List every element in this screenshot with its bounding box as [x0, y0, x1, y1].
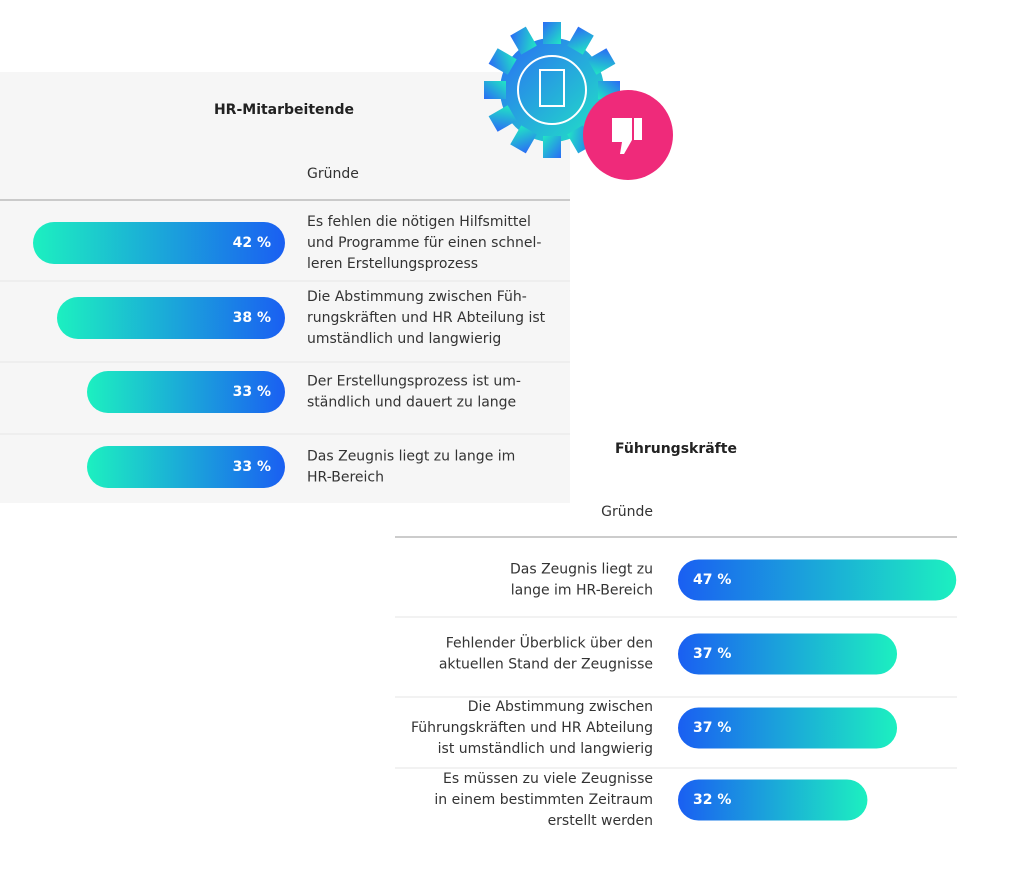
category-label: in einem bestimmten Zeitraum	[434, 792, 653, 808]
bar	[678, 559, 957, 601]
value-label: 38 %	[233, 310, 271, 326]
bar	[678, 633, 898, 675]
value-label: 47 %	[693, 572, 731, 588]
value-label: 32 %	[693, 792, 731, 808]
category-label: Die Abstimmung zwischen Füh-	[307, 289, 527, 305]
value-label: 33 %	[233, 384, 271, 400]
column-label: Gründe	[601, 504, 653, 520]
category-label: Das Zeugnis liegt zu lange im	[307, 449, 515, 465]
bar	[678, 707, 898, 749]
bar	[57, 297, 285, 339]
category-label: ist umständlich und langwierig	[438, 741, 653, 757]
bar	[33, 222, 285, 264]
column-label: Gründe	[307, 166, 359, 182]
category-label: Das Zeugnis liegt zu	[510, 562, 653, 578]
category-label: rungskräften und HR Abteilung ist	[307, 310, 546, 326]
category-label: lange im HR-Bereich	[511, 583, 653, 599]
bar	[87, 446, 285, 488]
category-label: aktuellen Stand der Zeugnisse	[439, 657, 653, 673]
value-label: 37 %	[693, 720, 731, 736]
category-label: Es fehlen die nötigen Hilfsmittel	[307, 214, 531, 230]
category-label: umständlich und langwierig	[307, 331, 501, 347]
value-label: 42 %	[233, 235, 271, 251]
category-label: Die Abstimmung zwischen	[468, 699, 653, 715]
category-label: HR-Bereich	[307, 470, 384, 486]
value-label: 37 %	[693, 646, 731, 662]
chart-title: HR-Mitarbeitende	[214, 102, 354, 118]
bar	[87, 371, 285, 413]
value-label: 33 %	[233, 459, 271, 475]
category-label: Es müssen zu viele Zeugnisse	[443, 771, 653, 787]
category-label: Fehlender Überblick über den	[446, 634, 653, 652]
category-label: leren Erstellungsprozess	[307, 256, 478, 272]
panel-background	[0, 72, 570, 503]
category-label: ständlich und dauert zu lange	[307, 395, 516, 411]
category-label: Der Erstellungsprozess ist um-	[307, 374, 521, 390]
category-label: Führungskräften und HR Abteilung	[411, 720, 653, 736]
chart-title: Führungskräfte	[615, 441, 737, 457]
category-label: und Programme für einen schnel-	[307, 235, 541, 251]
bar	[678, 779, 868, 821]
icon	[484, 22, 673, 180]
category-label: erstellt werden	[548, 813, 653, 829]
